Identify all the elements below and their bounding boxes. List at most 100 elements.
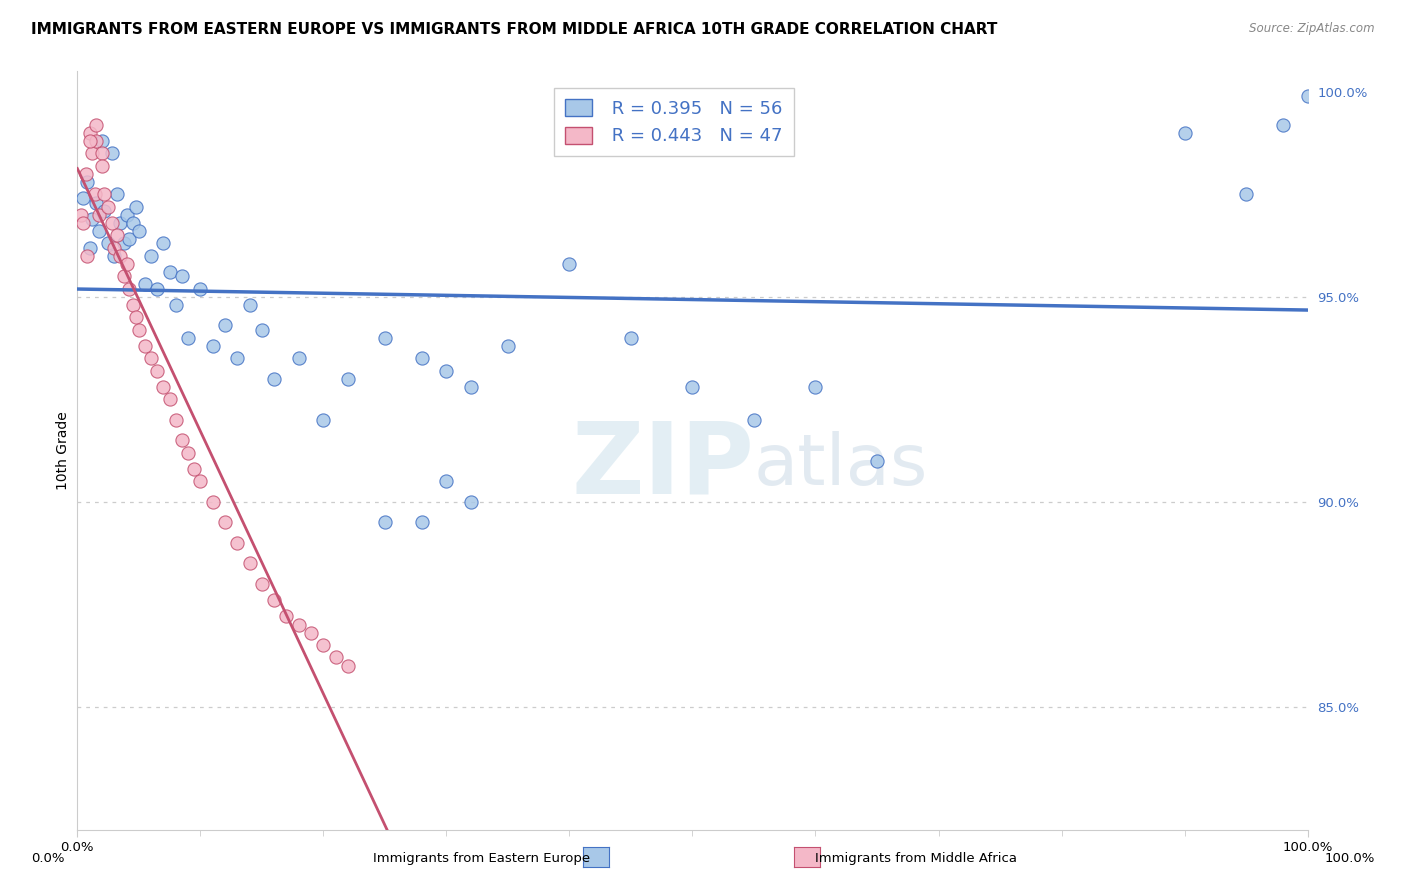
Point [79, 134, 101, 148]
Point [79, 241, 101, 255]
Point [103, 241, 125, 255]
Point [188, 282, 212, 296]
Point [105, 228, 128, 243]
Point [110, 249, 132, 263]
Point [170, 434, 193, 448]
Point [146, 282, 169, 296]
Point [460, 494, 482, 508]
Point [90, 159, 114, 173]
Point [183, 462, 205, 476]
Point [177, 331, 200, 345]
Point [620, 331, 643, 345]
Point [128, 322, 150, 336]
Point [299, 625, 322, 640]
Point [121, 216, 143, 230]
Point [1234, 187, 1257, 202]
Point [103, 249, 125, 263]
Point [89, 208, 111, 222]
Point [374, 331, 396, 345]
Point [82, 146, 104, 161]
Point [288, 617, 311, 632]
Point [97, 236, 120, 251]
Point [374, 515, 396, 529]
Point [125, 310, 148, 325]
Point [312, 638, 335, 652]
Legend:  R = 0.395   N = 56,  R = 0.443   N = 47: R = 0.395 N = 56, R = 0.443 N = 47 [554, 88, 793, 156]
Point [152, 380, 174, 394]
Point [84, 195, 107, 210]
Point [93, 187, 115, 202]
Point [97, 200, 120, 214]
Point [1272, 118, 1295, 132]
Point [337, 372, 360, 386]
Point [72, 191, 94, 205]
Point [165, 413, 187, 427]
Point [411, 351, 433, 366]
Point [101, 146, 124, 161]
Point [118, 232, 141, 246]
Y-axis label: 10th Grade: 10th Grade [56, 411, 70, 490]
Point [1296, 89, 1319, 103]
Point [558, 257, 581, 271]
Text: 100.0%: 100.0% [1324, 852, 1375, 864]
Point [411, 515, 433, 529]
Point [112, 269, 135, 284]
Point [128, 224, 150, 238]
Text: 0.0%: 0.0% [31, 852, 65, 864]
Point [82, 211, 104, 226]
Point [125, 200, 148, 214]
Point [90, 134, 114, 148]
Point [866, 453, 889, 467]
Point [226, 535, 249, 549]
Point [165, 298, 187, 312]
Point [83, 187, 105, 202]
Point [121, 298, 143, 312]
Point [75, 167, 97, 181]
Point [276, 609, 298, 624]
Text: IMMIGRANTS FROM EASTERN EUROPE VS IMMIGRANTS FROM MIDDLE AFRICA 10TH GRADE CORRE: IMMIGRANTS FROM EASTERN EUROPE VS IMMIGR… [31, 22, 997, 37]
Point [742, 413, 765, 427]
Text: ZIP: ZIP [571, 417, 754, 514]
Point [460, 380, 482, 394]
Point [159, 392, 181, 407]
Point [76, 249, 98, 263]
Point [141, 351, 163, 366]
Point [170, 269, 193, 284]
Point [337, 658, 360, 673]
Point [152, 236, 174, 251]
Point [226, 351, 249, 366]
Text: atlas: atlas [754, 431, 928, 500]
Point [201, 494, 224, 508]
Point [89, 224, 111, 238]
Point [214, 318, 236, 333]
Point [239, 298, 262, 312]
Point [101, 216, 124, 230]
Text: Immigrants from Middle Africa: Immigrants from Middle Africa [815, 852, 1018, 864]
Point [110, 216, 132, 230]
Point [1174, 126, 1197, 140]
Point [201, 339, 224, 353]
Point [115, 257, 138, 271]
Point [84, 134, 107, 148]
Point [79, 126, 101, 140]
Point [70, 208, 93, 222]
Point [146, 363, 169, 377]
Point [72, 216, 94, 230]
Point [84, 118, 107, 132]
Point [134, 339, 156, 353]
Point [288, 351, 311, 366]
Point [177, 445, 200, 459]
Point [134, 277, 156, 292]
Point [804, 380, 827, 394]
Point [214, 515, 236, 529]
Point [682, 380, 704, 394]
Point [263, 593, 285, 607]
Point [93, 203, 115, 218]
Point [90, 146, 114, 161]
Point [496, 339, 519, 353]
Point [239, 556, 262, 570]
Point [188, 474, 212, 488]
Point [112, 236, 135, 251]
Point [312, 413, 335, 427]
Point [141, 249, 163, 263]
